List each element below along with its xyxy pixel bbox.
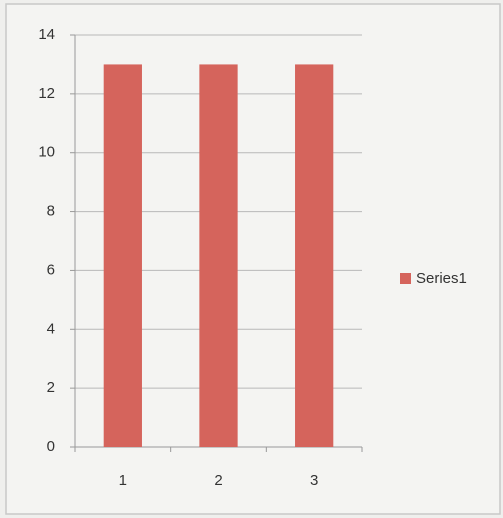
y-tick-label: 6	[47, 261, 55, 278]
y-tick-label: 4	[47, 320, 55, 337]
y-tick-label: 14	[38, 26, 55, 43]
legend-label: Series1	[416, 270, 467, 287]
x-tick-label: 2	[214, 472, 222, 489]
y-tick-label: 8	[47, 203, 55, 220]
y-tick-label: 2	[47, 379, 55, 396]
y-tick-label: 0	[47, 438, 55, 455]
bar	[295, 64, 334, 447]
y-tick-label: 10	[38, 144, 55, 161]
x-tick-label: 1	[119, 472, 127, 489]
chart-frame	[5, 3, 501, 515]
y-tick-label: 12	[38, 85, 55, 102]
x-tick-label: 3	[310, 472, 318, 489]
bar	[103, 64, 142, 447]
legend-swatch	[400, 273, 411, 284]
bar	[199, 64, 238, 447]
